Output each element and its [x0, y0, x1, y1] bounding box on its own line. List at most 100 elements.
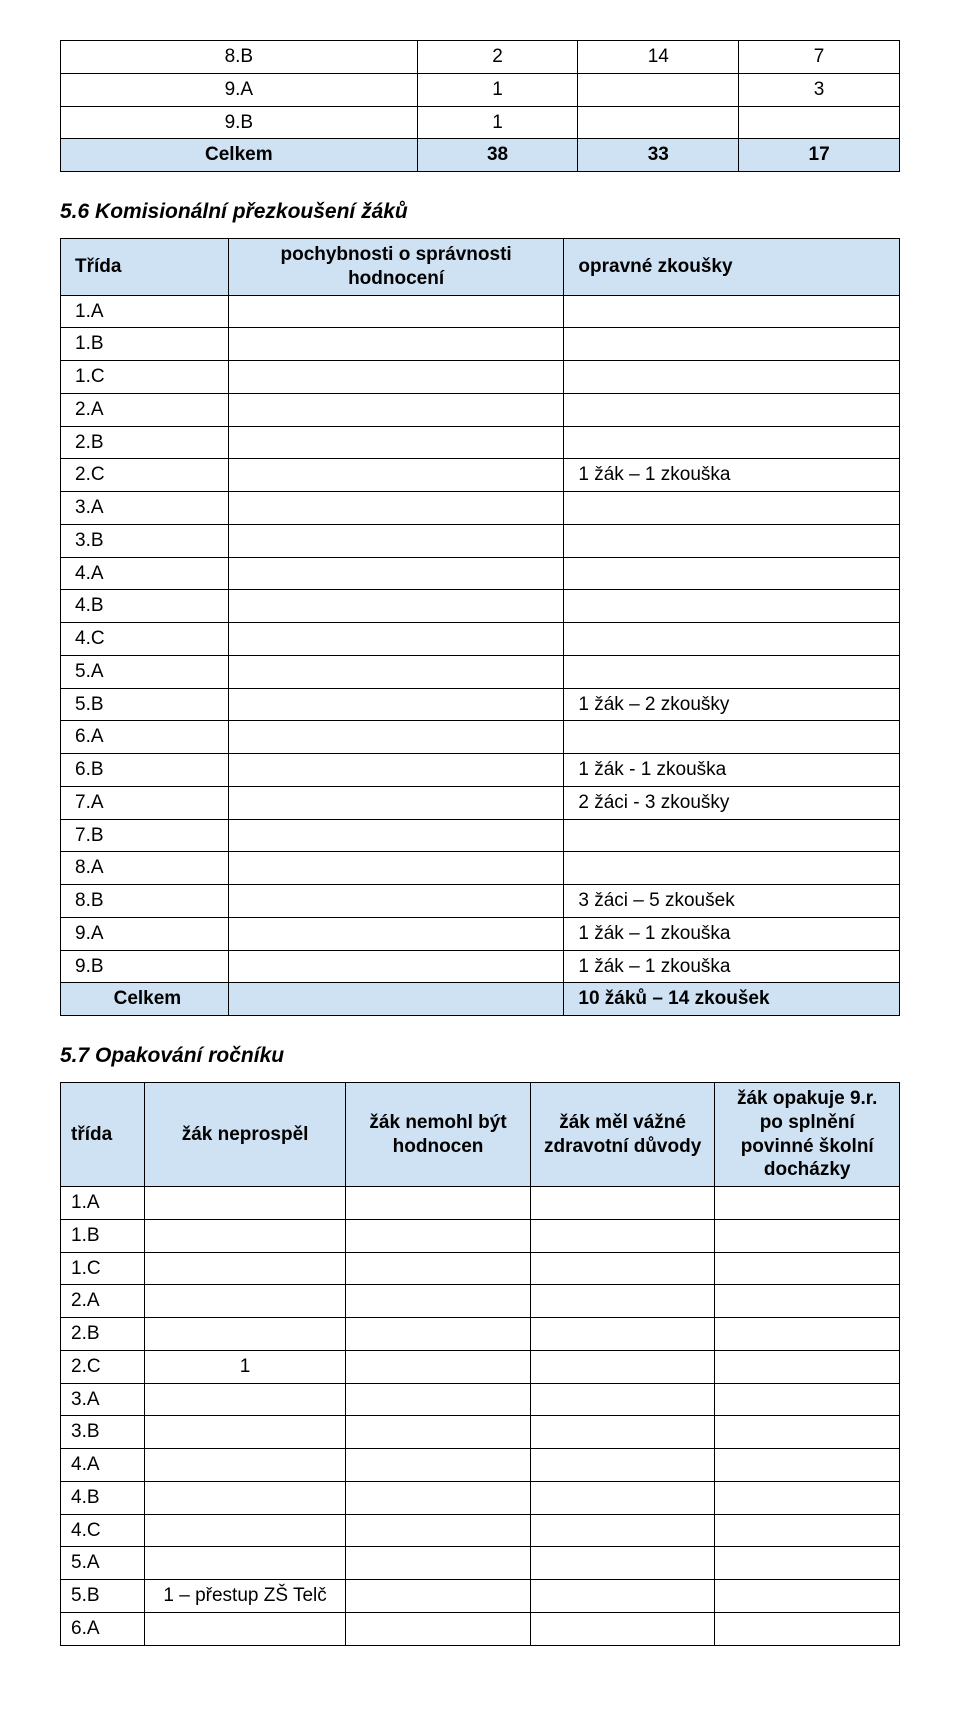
cell-trida: 8.A: [61, 852, 229, 885]
total-cell: Celkem: [61, 139, 418, 172]
cell-nemohl: [346, 1547, 531, 1580]
cell-zdravotni: [530, 1547, 715, 1580]
cell-trida: 2.A: [61, 1285, 145, 1318]
cell-trida: 6.A: [61, 721, 229, 754]
cell-pochybnosti: [228, 328, 564, 361]
table-row: 2.C1 žák – 1 zkouška: [61, 459, 900, 492]
cell-pochybnosti: [228, 524, 564, 557]
cell-zdravotni: [530, 1187, 715, 1220]
cell-trida: 5.A: [61, 1547, 145, 1580]
cell-trida: 4.B: [61, 1481, 145, 1514]
table-row: 9.B1 žák – 1 zkouška: [61, 950, 900, 983]
cell-opravne: [564, 590, 900, 623]
cell-trida: 1.A: [61, 295, 229, 328]
cell-neprospel: 1 – přestup ZŠ Telč: [144, 1580, 345, 1613]
cell-trida: 5.B: [61, 1580, 145, 1613]
cell: 14: [578, 41, 739, 74]
cell-pochybnosti: [228, 623, 564, 656]
cell-trida: 1.A: [61, 1187, 145, 1220]
section-56-title: 5.6 Komisionální přezkoušení žáků: [60, 200, 900, 224]
cell-neprospel: 1: [144, 1350, 345, 1383]
cell-opravne: [564, 623, 900, 656]
cell-pochybnosti: [228, 590, 564, 623]
cell-zdravotni: [530, 1449, 715, 1482]
cell-opravne: [564, 852, 900, 885]
cell-trida: 3.B: [61, 524, 229, 557]
cell-neprospel: [144, 1285, 345, 1318]
cell-nemohl: [346, 1612, 531, 1645]
cell-opakuje: [715, 1514, 900, 1547]
table-row: 1.A: [61, 295, 900, 328]
cell: [739, 106, 900, 139]
cell-opravne: 1 žák – 1 zkouška: [564, 459, 900, 492]
cell-trida: 8.B: [61, 885, 229, 918]
cell-pochybnosti: [228, 950, 564, 983]
cell-opravne: 2 žáci - 3 zkoušky: [564, 786, 900, 819]
cell-zdravotni: [530, 1252, 715, 1285]
cell: 8.B: [61, 41, 418, 74]
t3-h1: třída: [61, 1083, 145, 1187]
cell-nemohl: [346, 1449, 531, 1482]
table-row: 6.A: [61, 1612, 900, 1645]
table-row: 1.A: [61, 1187, 900, 1220]
cell-trida: 7.B: [61, 819, 229, 852]
cell-opravne: 1 žák – 1 zkouška: [564, 950, 900, 983]
table-row: 4.A: [61, 1449, 900, 1482]
cell-trida: 6.B: [61, 754, 229, 787]
total-label: Celkem: [61, 983, 229, 1016]
cell-pochybnosti: [228, 721, 564, 754]
t3-h3: žák nemohl být hodnocen: [346, 1083, 531, 1187]
table-row: 8.B2147: [61, 41, 900, 74]
cell-opakuje: [715, 1547, 900, 1580]
cell-trida: 3.B: [61, 1416, 145, 1449]
cell-nemohl: [346, 1514, 531, 1547]
table-row: 2.B: [61, 426, 900, 459]
cell-pochybnosti: [228, 885, 564, 918]
cell-opravne: [564, 393, 900, 426]
cell-pochybnosti: [228, 426, 564, 459]
table-row: 3.B: [61, 1416, 900, 1449]
cell-trida: 4.A: [61, 1449, 145, 1482]
cell-zdravotni: [530, 1580, 715, 1613]
cell-trida: 5.B: [61, 688, 229, 721]
cell-trida: 4.C: [61, 623, 229, 656]
cell-opravne: 3 žáci – 5 zkoušek: [564, 885, 900, 918]
table-row: 1.B: [61, 1219, 900, 1252]
cell-opravne: [564, 328, 900, 361]
cell-neprospel: [144, 1187, 345, 1220]
cell-trida: 2.A: [61, 393, 229, 426]
cell-opravne: [564, 426, 900, 459]
cell-opakuje: [715, 1383, 900, 1416]
cell: 1: [417, 106, 578, 139]
cell-opravne: 1 žák – 1 zkouška: [564, 917, 900, 950]
table-row: 2.A: [61, 393, 900, 426]
cell-opakuje: [715, 1612, 900, 1645]
table-row: 4.C: [61, 1514, 900, 1547]
cell-pochybnosti: [228, 655, 564, 688]
cell-pochybnosti: [228, 917, 564, 950]
total-cell: 38: [417, 139, 578, 172]
cell: 2: [417, 41, 578, 74]
cell-opakuje: [715, 1580, 900, 1613]
cell-pochybnosti: [228, 819, 564, 852]
table-row: 3.B: [61, 524, 900, 557]
cell-neprospel: [144, 1219, 345, 1252]
cell-trida: 2.B: [61, 1318, 145, 1351]
cell-pochybnosti: [228, 557, 564, 590]
opakovani-table: třída žák neprospěl žák nemohl být hodno…: [60, 1082, 900, 1646]
t2-header-trida: Třída: [61, 239, 229, 296]
table-row: 3.A: [61, 1383, 900, 1416]
cell-opakuje: [715, 1285, 900, 1318]
cell-neprospel: [144, 1481, 345, 1514]
t2-header-opravne: opravné zkoušky: [564, 239, 900, 296]
cell-neprospel: [144, 1612, 345, 1645]
table-row: 9.A1 žák – 1 zkouška: [61, 917, 900, 950]
cell-trida: 1.C: [61, 1252, 145, 1285]
table-row: 2.B: [61, 1318, 900, 1351]
cell-nemohl: [346, 1252, 531, 1285]
cell: [578, 106, 739, 139]
cell-opravne: [564, 819, 900, 852]
table-row: 1.C: [61, 1252, 900, 1285]
cell-trida: 4.C: [61, 1514, 145, 1547]
cell: 9.A: [61, 73, 418, 106]
